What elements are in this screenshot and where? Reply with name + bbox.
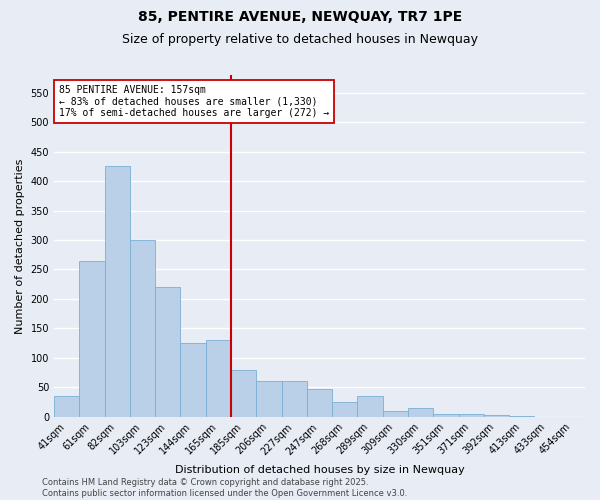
Bar <box>332 402 358 417</box>
Text: 85, PENTIRE AVENUE, NEWQUAY, TR7 1PE: 85, PENTIRE AVENUE, NEWQUAY, TR7 1PE <box>138 10 462 24</box>
Bar <box>79 260 104 417</box>
Y-axis label: Number of detached properties: Number of detached properties <box>15 158 25 334</box>
Bar <box>433 414 458 417</box>
Bar <box>104 166 130 417</box>
Bar <box>383 411 408 417</box>
Bar <box>256 382 281 417</box>
Bar <box>484 415 509 417</box>
Bar <box>307 389 332 417</box>
Bar <box>281 382 307 417</box>
Text: 85 PENTIRE AVENUE: 157sqm
← 83% of detached houses are smaller (1,330)
17% of se: 85 PENTIRE AVENUE: 157sqm ← 83% of detac… <box>59 86 329 118</box>
Bar <box>54 396 79 417</box>
X-axis label: Distribution of detached houses by size in Newquay: Distribution of detached houses by size … <box>175 465 464 475</box>
Bar <box>206 340 231 417</box>
Text: Size of property relative to detached houses in Newquay: Size of property relative to detached ho… <box>122 32 478 46</box>
Bar <box>458 414 484 417</box>
Bar <box>130 240 155 417</box>
Bar <box>509 416 535 417</box>
Bar <box>358 396 383 417</box>
Bar <box>155 287 181 417</box>
Bar <box>408 408 433 417</box>
Bar <box>181 343 206 417</box>
Bar <box>231 370 256 417</box>
Text: Contains HM Land Registry data © Crown copyright and database right 2025.
Contai: Contains HM Land Registry data © Crown c… <box>42 478 407 498</box>
